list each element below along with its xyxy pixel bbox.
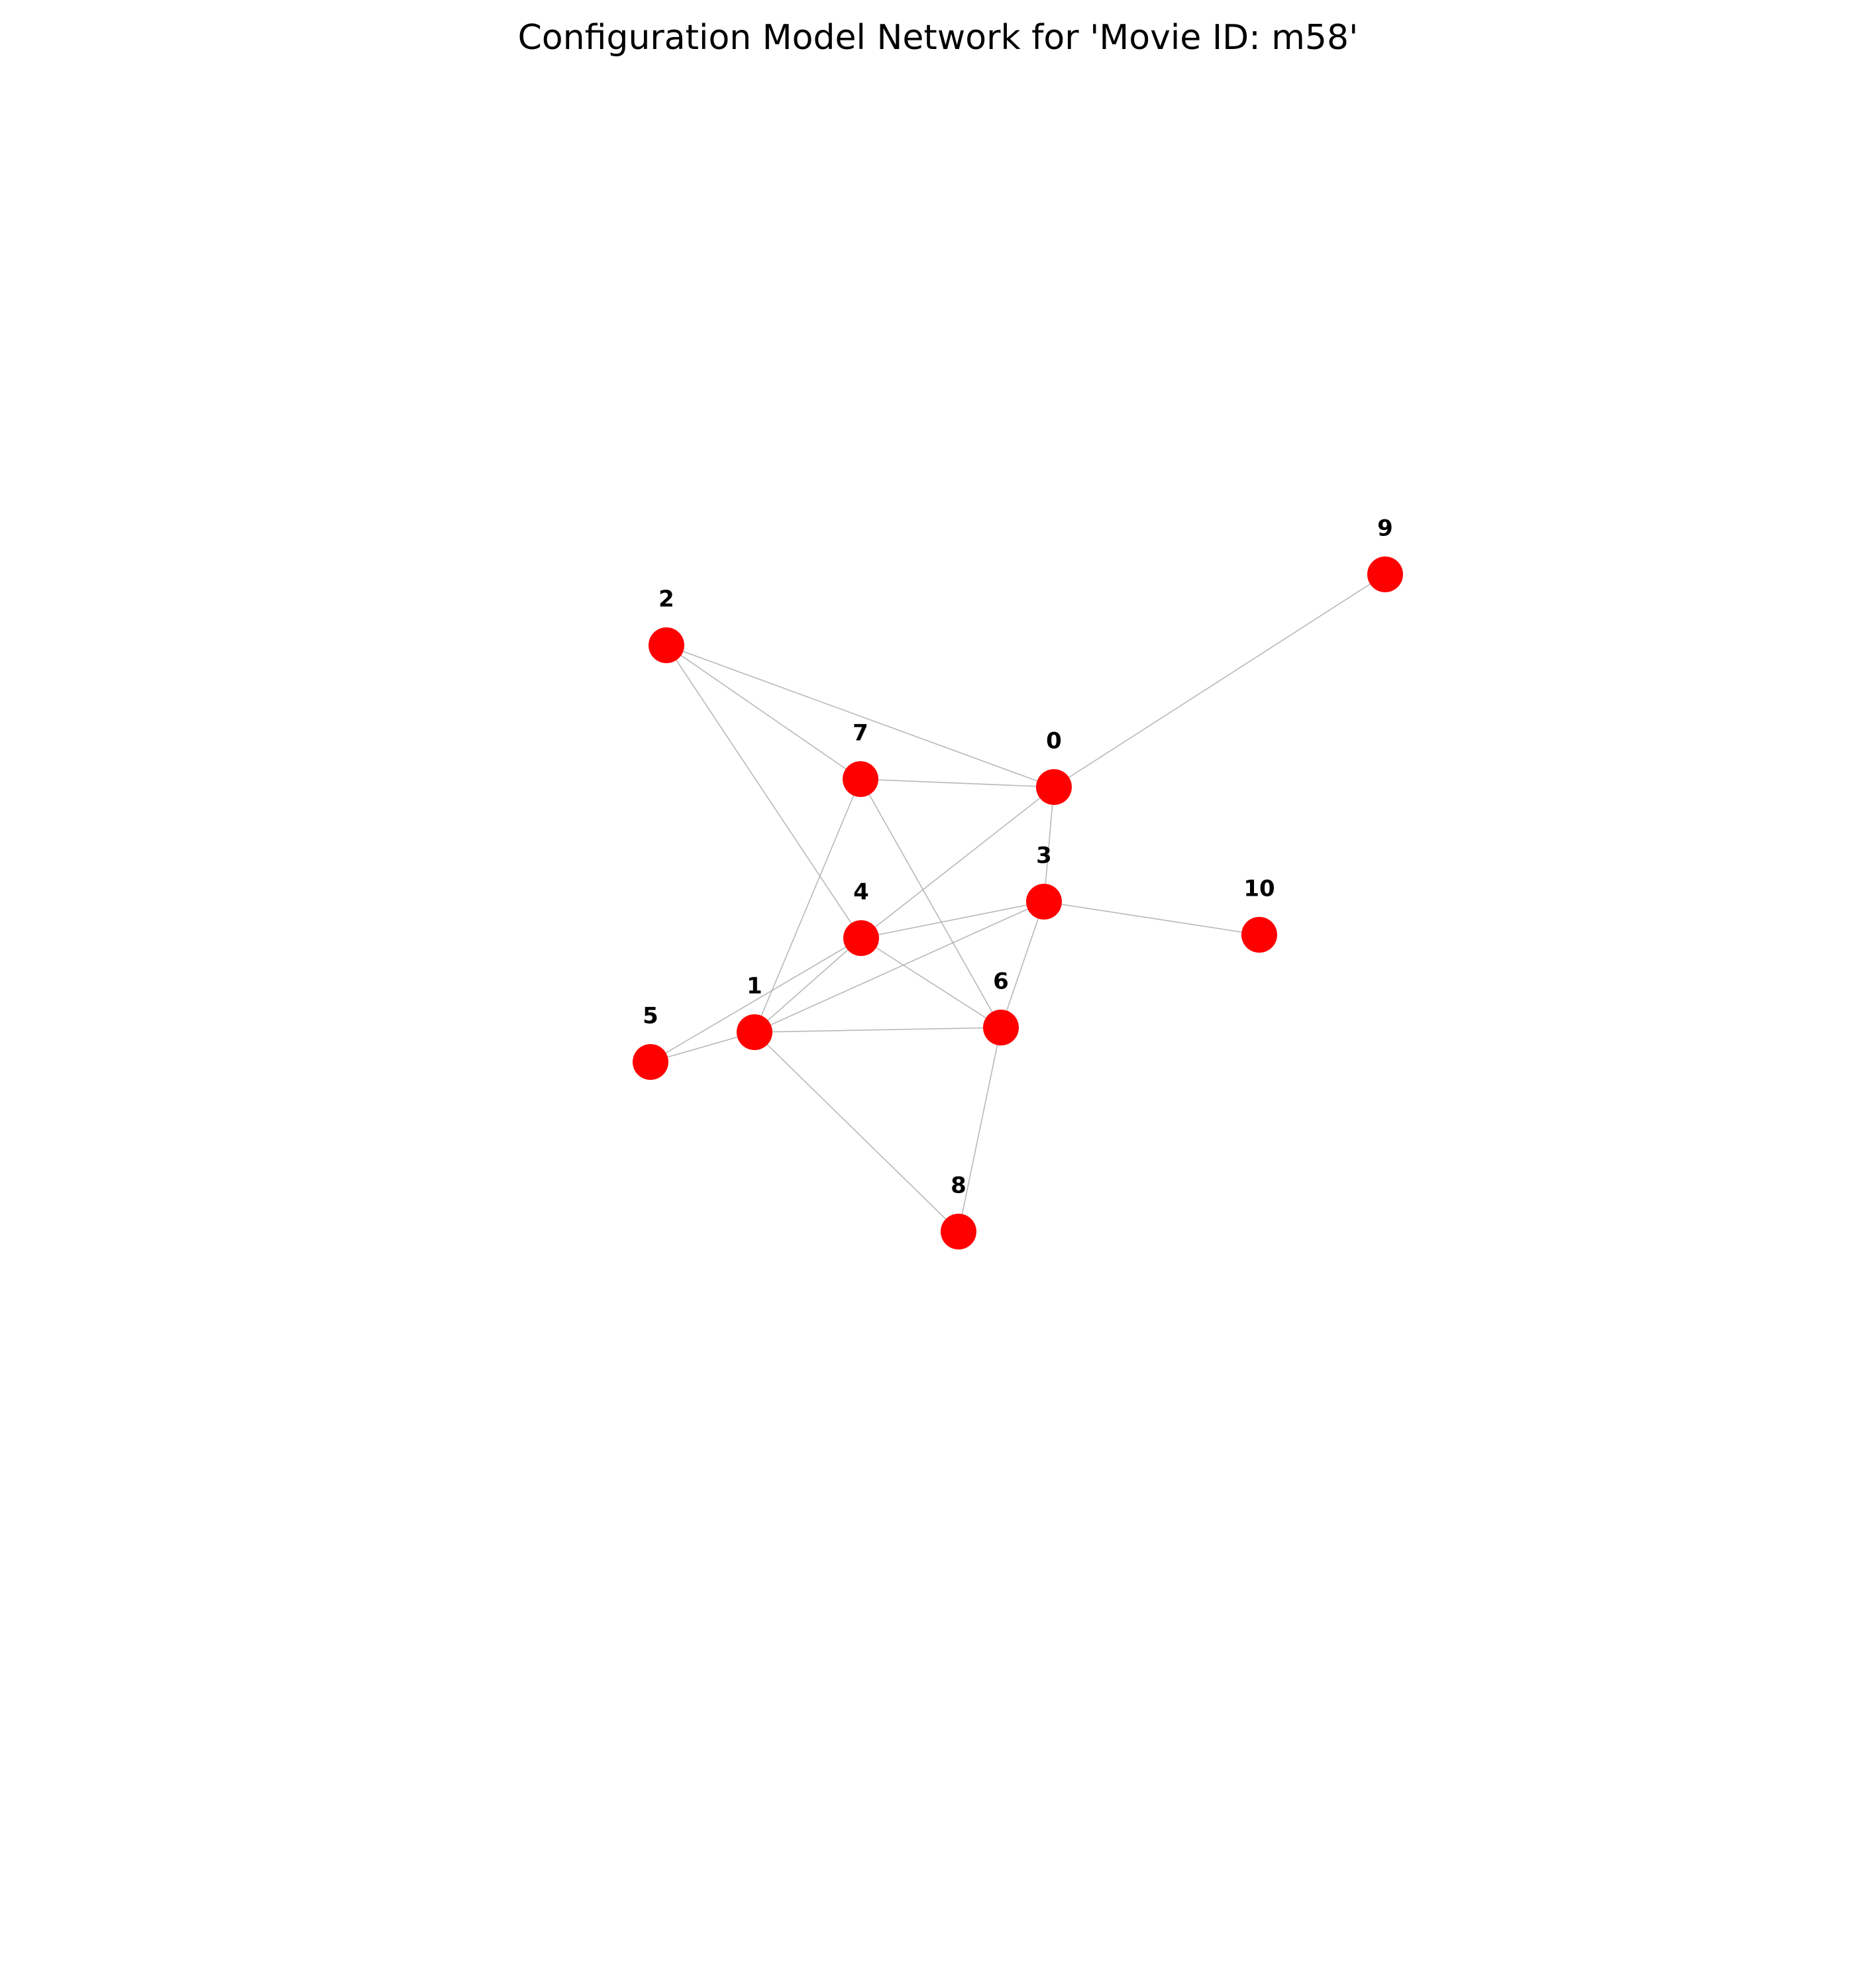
edge-4-1 (754, 937, 862, 1033)
node-7 (843, 761, 878, 797)
node-4 (843, 920, 879, 956)
node-label-4: 4 (853, 879, 869, 906)
edge-0-4 (860, 786, 1055, 939)
node-8 (941, 1214, 976, 1249)
edge-2-4 (666, 645, 862, 939)
edge-2-0 (666, 645, 1055, 788)
node-label-8: 8 (951, 1173, 966, 1199)
label-layer: 0 1 2 3 4 5 6 7 8 9 10 (643, 515, 1393, 1199)
edge-layer (650, 574, 1386, 1232)
edge-3-4 (860, 901, 1045, 939)
node-9 (1367, 556, 1403, 592)
edge-4-6 (860, 937, 1002, 1028)
edge-7-0 (860, 778, 1055, 788)
node-5 (633, 1044, 668, 1080)
node-label-10: 10 (1243, 876, 1275, 902)
edge-7-1 (754, 778, 861, 1033)
node-label-1: 1 (747, 973, 762, 1000)
edge-3-1 (754, 901, 1045, 1033)
edge-0-3 (1043, 786, 1055, 902)
edge-1-8 (754, 1032, 959, 1232)
node-10 (1241, 917, 1277, 953)
edge-1-6 (754, 1027, 1002, 1033)
edge-7-6 (860, 778, 1002, 1028)
node-label-3: 3 (1036, 843, 1052, 869)
node-2 (649, 627, 684, 663)
node-3 (1026, 884, 1062, 920)
edge-4-5 (650, 937, 862, 1063)
edge-3-6 (1000, 901, 1045, 1028)
edge-6-8 (958, 1027, 1002, 1232)
edge-5-1 (650, 1032, 755, 1063)
edge-0-9 (1053, 574, 1386, 788)
edge-2-7 (666, 645, 861, 780)
node-1 (737, 1014, 772, 1050)
edge-3-10 (1043, 901, 1260, 935)
node-0 (1036, 769, 1072, 805)
node-label-7: 7 (853, 720, 868, 747)
node-label-6: 6 (993, 969, 1009, 995)
node-label-2: 2 (658, 586, 674, 613)
node-label-0: 0 (1046, 728, 1062, 755)
chart-title: Configuration Model Network for 'Movie I… (517, 18, 1359, 58)
node-layer (633, 556, 1403, 1249)
node-6 (983, 1010, 1019, 1045)
node-label-5: 5 (643, 1003, 658, 1030)
node-label-9: 9 (1377, 515, 1393, 542)
